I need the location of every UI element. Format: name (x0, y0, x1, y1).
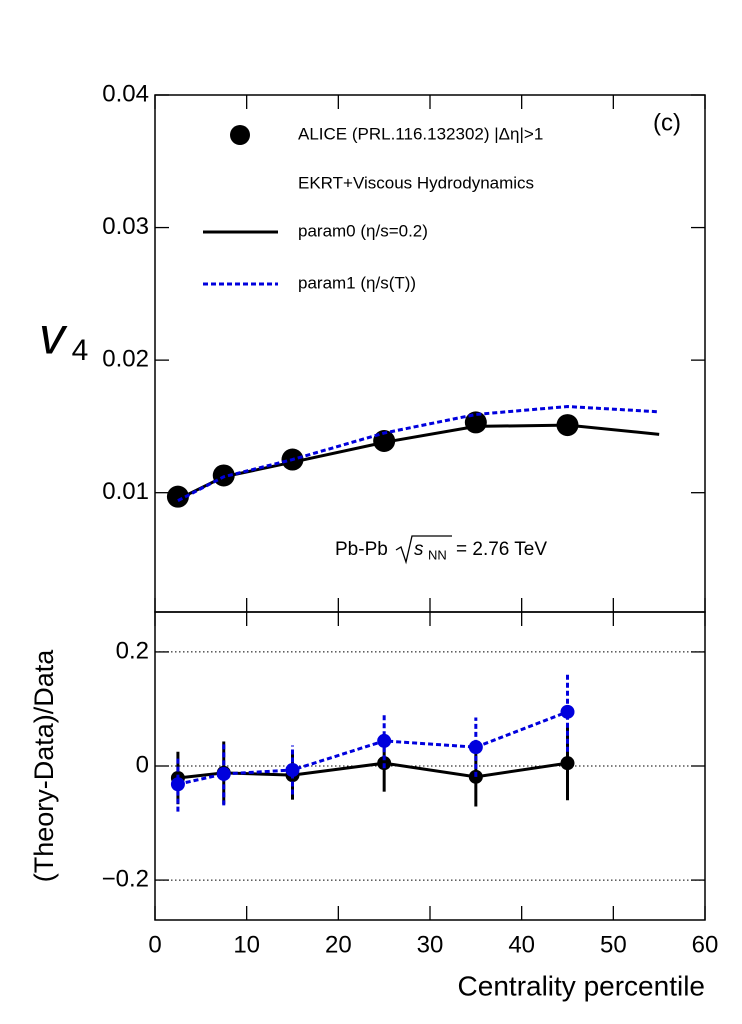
data-point (170, 777, 185, 792)
legend-label: param0 (η/s=0.2) (298, 221, 428, 240)
series-line (177, 710, 569, 786)
data-point (166, 485, 189, 508)
x-tick-label: 60 (692, 931, 719, 958)
data-point (560, 704, 575, 719)
x-tick-label: 20 (325, 931, 352, 958)
x-tick-label: 40 (508, 931, 535, 958)
data-point (285, 762, 300, 777)
x-tick-label: 10 (233, 931, 260, 958)
series-line (177, 761, 568, 780)
x-axis-label: Centrality percentile (458, 970, 705, 1001)
y-axis-label: (Theory-Data)/Data (29, 649, 59, 883)
panel-label: (c) (653, 109, 681, 136)
data-point (377, 756, 392, 771)
data-point (216, 766, 231, 781)
bottom-frame (154, 611, 706, 921)
y-axis-label: v (39, 308, 68, 366)
annotation: Pb-Pb (335, 539, 388, 560)
data-point (377, 733, 392, 748)
y-tick-label: 0.2 (116, 637, 149, 664)
data-point (464, 411, 487, 434)
legend-label: ALICE (PRL.116.132302) |Δη|>1 (298, 124, 543, 143)
data-point (468, 740, 483, 755)
annotation: = 2.76 TeV (456, 539, 547, 560)
x-tick-label: 50 (600, 931, 627, 958)
data-point (560, 756, 575, 771)
y-tick-label: 0.02 (102, 345, 149, 372)
sqrt-sign (395, 535, 452, 565)
series-line (177, 423, 660, 501)
x-tick-label: 0 (148, 931, 161, 958)
annotation: EKRT+Viscous Hydrodynamics (298, 173, 534, 192)
y-tick-label: 0.03 (102, 213, 149, 240)
energy-label: Pb-Pb s NN = 2.76 TeV (335, 535, 547, 565)
y-axis-label-sub: 4 (72, 334, 89, 367)
series-line (177, 405, 660, 502)
annotation: s (414, 539, 424, 560)
y-tick-label: 0 (136, 751, 149, 778)
x-tick-label: 30 (417, 931, 444, 958)
y-tick-label: 0.04 (102, 80, 149, 107)
annotation: NN (428, 547, 447, 562)
y-tick-label: −0.2 (102, 865, 149, 892)
y-tick-label: 0.01 (102, 478, 149, 505)
legend-marker (230, 125, 250, 145)
legend-label: param1 (η/s(T)) (298, 273, 416, 292)
